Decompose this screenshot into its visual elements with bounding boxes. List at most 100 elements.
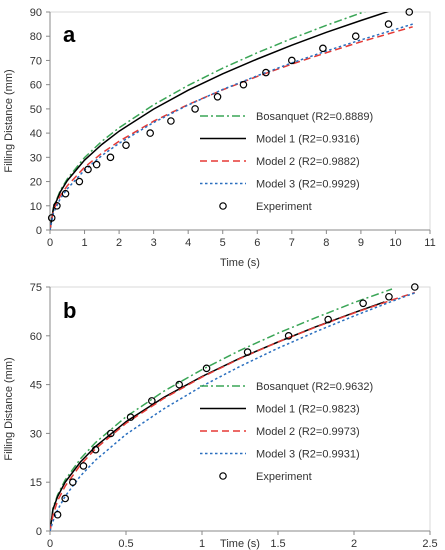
series-line-model-3 [50, 23, 413, 230]
y-tick-label: 70 [30, 55, 42, 67]
y-tick-label: 60 [30, 80, 42, 92]
series-line-model-3 [50, 292, 416, 531]
data-point-experiment [47, 214, 56, 222]
x-tick-label: 2 [351, 538, 357, 550]
x-tick-label: 2 [116, 237, 122, 249]
data-point-experiment [239, 80, 248, 89]
x-tick-label: 1.5 [270, 538, 285, 550]
x-tick-label: 9 [358, 237, 364, 249]
data-point-experiment [319, 44, 327, 53]
data-point-experiment [262, 68, 270, 77]
x-tick-label: 3 [151, 237, 157, 249]
y-tick-label: 15 [30, 477, 42, 489]
panel-b: 0 0.5 1 1.5 2 2.5 0 15 30 45 60 75 Time (s) Filling D… [3, 282, 438, 550]
data-point-experiment [385, 292, 393, 301]
y-tick-label: 80 [30, 31, 42, 43]
y-tick-label: 10 [30, 201, 42, 213]
y-tick-label: 90 [30, 7, 42, 19]
y-tick-label: 0 [36, 526, 42, 538]
y-tick-label: 0 [36, 225, 42, 237]
data-point-experiment [410, 283, 419, 291]
legend-swatch-experiment [219, 202, 227, 210]
data-point-experiment [61, 189, 70, 198]
data-point-experiment [213, 92, 222, 101]
x-axis-title: Time (s) [220, 538, 260, 550]
data-point-experiment [92, 160, 101, 169]
x-axis-title: Time (s) [220, 257, 260, 269]
series-line-bosanquet [50, 12, 367, 230]
data-point-experiment [405, 8, 414, 16]
data-point-experiment [126, 413, 135, 421]
data-point-experiment [351, 32, 360, 41]
data-point-experiment [106, 153, 115, 162]
data-point-experiment [107, 429, 115, 438]
x-tick-label: 4 [185, 237, 191, 249]
y-tick-label: 30 [30, 428, 42, 440]
data-point-experiment [122, 141, 130, 150]
data-point-experiment [384, 20, 393, 28]
series-line-model-1 [50, 12, 390, 230]
legend: Bosanquet (R2=0.8889) Model 1 (R2=0.9316)… [200, 111, 373, 213]
series-line-bosanquet [50, 288, 393, 531]
data-point-experiment [284, 331, 293, 340]
legend-label-model-1: Model 1 (R2=0.9316) [256, 134, 360, 146]
data-point-experiment [146, 129, 154, 137]
data-point-experiment [53, 510, 62, 519]
data-point-experiment [69, 478, 77, 487]
x-tick-label: 6 [254, 237, 260, 249]
x-tick-label: 11 [424, 237, 435, 249]
x-tick-label: 0 [47, 237, 53, 249]
x-tick-label: 2.5 [422, 538, 437, 550]
y-tick-label: 40 [30, 128, 42, 140]
y-tick-label: 20 [30, 177, 42, 189]
y-tick-label: 30 [30, 152, 42, 164]
x-tick-label: 0.5 [118, 538, 133, 550]
data-point-experiment [53, 201, 61, 210]
data-point-experiment [288, 56, 296, 65]
data-point-experiment [84, 165, 92, 174]
legend-label-model-1: Model 1 (R2=0.9823) [256, 404, 360, 416]
data-point-experiment [202, 364, 211, 373]
legend-label-model-3: Model 3 (R2=0.9929) [256, 179, 360, 191]
series-line-model-1 [50, 301, 385, 531]
data-point-experiment [324, 315, 332, 324]
legend-label-bosanquet: Bosanquet (R2=0.8889) [256, 111, 373, 123]
x-tick-label: 10 [389, 237, 401, 249]
legend-label-experiment: Experiment [256, 471, 312, 483]
legend-label-model-2: Model 2 (R2=0.9882) [256, 156, 360, 168]
data-point-experiment [191, 105, 199, 113]
data-point-experiment [359, 299, 367, 308]
legend-swatch-experiment [219, 472, 227, 480]
series-line-model-2 [50, 26, 413, 230]
data-point-experiment [61, 494, 69, 503]
legend-label-model-2: Model 2 (R2=0.9973) [256, 426, 360, 438]
x-tick-label: 0 [47, 538, 53, 550]
data-point-experiment [175, 380, 184, 389]
y-tick-label: 50 [30, 104, 42, 116]
legend-label-experiment: Experiment [256, 201, 312, 213]
panel-label: b [63, 298, 76, 323]
data-point-experiment [91, 445, 100, 454]
x-tick-label: 1 [199, 538, 205, 550]
data-point-experiment [79, 462, 88, 470]
x-tick-label: 5 [220, 237, 226, 249]
y-tick-label: 45 [30, 380, 42, 392]
data-point-experiment [75, 177, 84, 186]
legend: Bosanquet (R2=0.9632) Model 1 (R2=0.9823)… [200, 381, 373, 483]
x-tick-label: 1 [81, 237, 87, 249]
data-point-experiment [243, 348, 252, 356]
x-tick-label: 8 [323, 237, 329, 249]
y-tick-label: 75 [30, 282, 42, 294]
legend-label-bosanquet: Bosanquet (R2=0.9632) [256, 381, 373, 393]
series-line-model-2 [50, 291, 416, 531]
y-tick-label: 60 [30, 331, 42, 343]
x-tick-label: 7 [289, 237, 295, 249]
legend-label-model-3: Model 3 (R2=0.9931) [256, 449, 360, 461]
y-axis-title: Filling Distance (mm) [3, 357, 15, 460]
panel-a: 0 1 2 3 4 5 6 7 8 9 10 11 0 10 20 30 40 50 60 70 80 90 Time (s… [3, 7, 436, 269]
y-axis-title: Filling Distance (mm) [3, 69, 15, 172]
data-point-experiment [167, 117, 175, 125]
data-point-experiment [148, 397, 156, 405]
panel-label: a [63, 22, 76, 47]
